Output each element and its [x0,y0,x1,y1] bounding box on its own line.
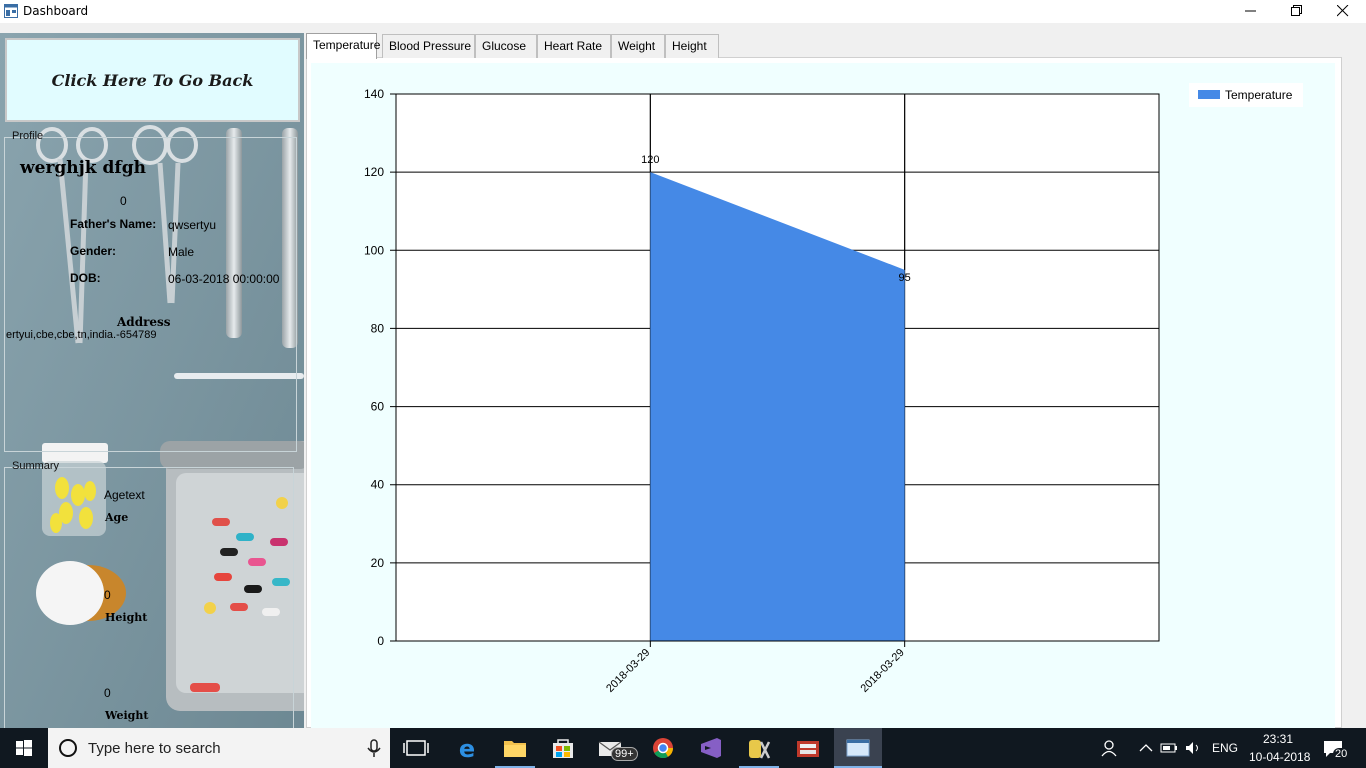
title-bar: Dashboard [0,0,1366,23]
store-bag-icon [553,739,573,758]
windows-icon [16,740,32,756]
taskbar-file-explorer[interactable] [491,728,539,768]
search-circle-icon [59,739,77,757]
y-tick-label: 60 [371,400,385,414]
window-app-icon [846,739,870,757]
summary-group-label: Summary [12,460,60,472]
gender-label: Gender: [70,244,117,258]
area-series-temperature [650,172,905,641]
father-name-value: qwsertyu [168,218,217,232]
tab-weight[interactable]: Weight [611,34,665,58]
notification-count-badge: 20 [1333,748,1350,760]
tab-blood-pressure[interactable]: Blood Pressure [382,34,475,58]
patient-id-value: 0 [120,194,127,208]
edge-browser-icon: e [459,735,475,763]
y-tick-label: 80 [371,321,385,335]
language-indicator[interactable]: ENG [1212,741,1239,755]
minimize-button[interactable] [1228,0,1274,23]
task-view-button[interactable] [392,728,440,768]
y-tick-label: 120 [364,165,384,179]
tab-temperature[interactable]: Temperature [306,33,380,59]
mail-badge: 99+ [611,747,638,761]
y-tick-label: 140 [364,87,384,101]
microphone-icon[interactable] [364,728,384,768]
volume-icon[interactable] [1184,740,1204,756]
tab-heart-rate[interactable]: Heart Rate [537,34,611,58]
address-value: ertyui,cbe,cbe,tn,india.-654789 [6,329,157,341]
dob-value: 06-03-2018 00:00:00 [168,272,280,286]
age-value: Agetext [104,488,145,502]
taskbar-store[interactable] [539,728,587,768]
taskbar-mail[interactable]: 99+ [587,728,638,768]
start-button[interactable] [0,728,48,768]
y-tick-label: 20 [371,556,385,570]
taskbar-app-red[interactable] [784,728,832,768]
y-tick-label: 40 [371,478,385,492]
dob-label: DOB: [70,271,101,285]
data-label: 120 [641,154,659,166]
search-box[interactable]: Type here to search [48,728,390,768]
svg-text:e: e [459,735,475,763]
height-value: 0 [104,588,111,602]
clock-date[interactable]: 10-04-2018 [1249,750,1311,764]
taskbar: Type here to search e [0,728,1366,768]
weight-value: 0 [104,686,111,700]
plot-frame [395,93,1160,642]
profile-group-label: Profile [12,130,44,142]
height-label: Height [105,611,148,624]
minimize-icon [1245,10,1256,12]
gender-value: Male [168,245,195,259]
taskbar-chrome[interactable] [639,728,687,768]
profile-group [4,137,297,452]
tab-glucose[interactable]: Glucose [475,34,537,58]
chart-area: 0 20 40 60 80 100 120 140 120 95 2018-03-29 2018-03… [311,63,1335,728]
surgical-tools-background-image [0,33,304,738]
app-icon [4,4,18,18]
task-view-icon [403,740,429,756]
people-icon[interactable] [1100,738,1120,758]
y-tick-label: 0 [377,634,384,648]
restore-icon [1291,5,1302,16]
window-title: Dashboard [23,4,89,18]
visual-studio-icon [701,738,721,758]
legend-swatch [1198,90,1220,99]
y-tick-label: 100 [364,243,384,257]
folder-icon [504,741,526,757]
summary-group [4,467,294,729]
temperature-chart: 0 20 40 60 80 100 120 140 120 95 2018-03-29 2018-03… [364,83,1303,695]
go-back-button[interactable]: Click Here To Go Back [5,38,300,122]
x-tick-label: 2018-03-29 [604,647,652,695]
chevron-up-icon[interactable] [1138,740,1154,756]
address-label: Address [117,315,171,329]
restore-button[interactable] [1274,0,1320,23]
weight-label: Weight [105,709,149,722]
battery-icon[interactable] [1160,740,1180,756]
father-name-label: Father's Name: [70,217,157,231]
left-panel [0,33,304,738]
x-tick-label: 2018-03-29 [859,647,907,695]
taskbar-edge[interactable]: e [443,728,491,768]
taskbar-visual-studio[interactable] [687,728,735,768]
patient-name: werghjk dfgh [20,158,146,178]
clock-time[interactable]: 23:31 [1263,732,1294,746]
close-button[interactable] [1320,0,1366,23]
taskbar-dashboard-app[interactable] [834,728,882,768]
toolbox-icon [797,741,819,757]
close-icon [1337,5,1349,17]
legend-label: Temperature [1225,88,1293,102]
data-label: 95 [899,272,911,284]
database-tools-icon [749,740,771,759]
taskbar-sql-server[interactable] [735,728,783,768]
search-placeholder: Type here to search [88,740,221,757]
chrome-icon [653,738,674,759]
tab-height[interactable]: Height [665,34,719,58]
age-label: Age [105,511,129,524]
